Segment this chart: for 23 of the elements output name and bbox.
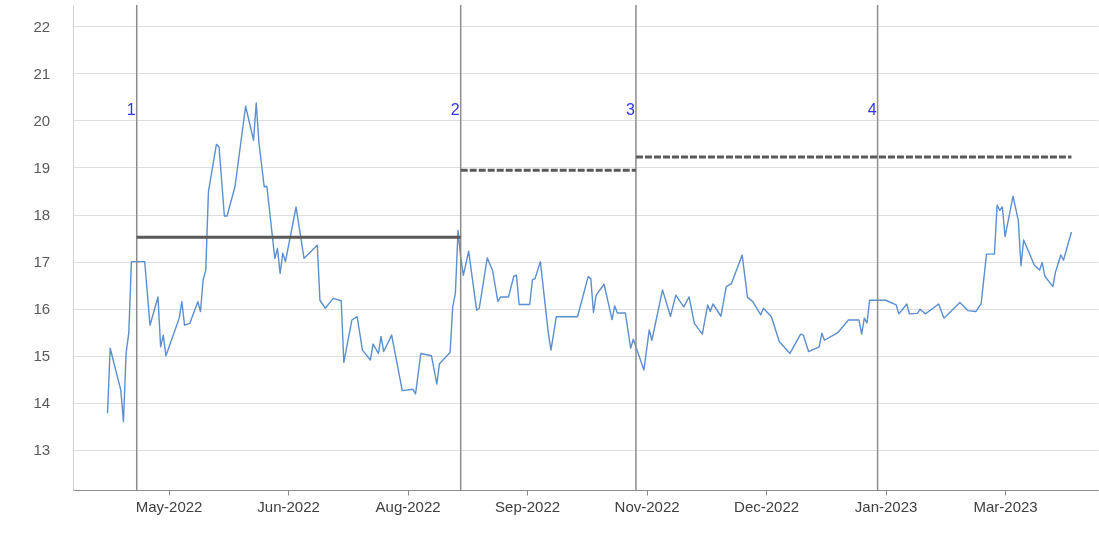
x-tick-label: Aug-2022 — [375, 497, 441, 515]
y-tick-label: 17 — [33, 253, 51, 271]
y-tick-label: 22 — [33, 17, 51, 35]
y-tick-label: 18 — [33, 206, 51, 224]
line-series — [106, 102, 1073, 423]
y-tick-label: 14 — [33, 394, 51, 412]
x-tick-label: May-2022 — [135, 497, 203, 515]
y-tick-label: 16 — [33, 300, 51, 318]
ref-line-label: 1 — [126, 101, 136, 118]
x-tick-label: Jan-2023 — [854, 497, 918, 515]
ref-line-label: 4 — [867, 101, 877, 118]
x-tick-label: Jun-2022 — [257, 497, 320, 515]
y-tick-label: 21 — [33, 64, 51, 82]
ref-line-label: 2 — [450, 101, 460, 118]
y-tick-label: 15 — [33, 347, 51, 365]
y-tick-label: 20 — [33, 111, 51, 129]
x-tick-label: Sep-2022 — [495, 497, 561, 515]
x-tick-label: Nov-2022 — [614, 497, 680, 515]
y-tick-label: 19 — [33, 158, 51, 176]
x-tick-label: Mar-2023 — [973, 497, 1038, 515]
y-tick-label: 13 — [33, 441, 51, 459]
ref-line-label: 3 — [626, 101, 636, 118]
x-tick-label: Dec-2022 — [734, 497, 800, 515]
